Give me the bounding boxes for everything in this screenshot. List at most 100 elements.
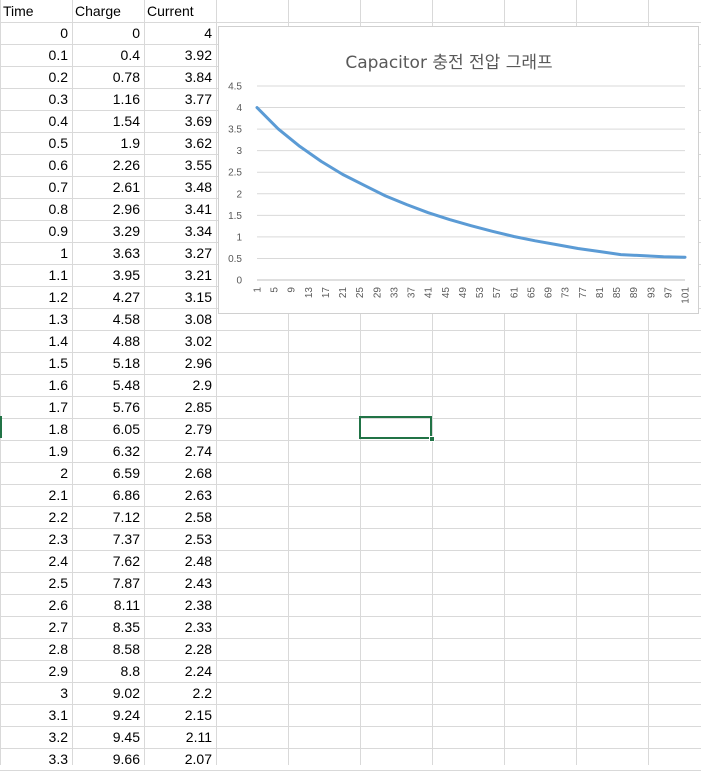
data-cell[interactable]: 6.05	[112, 421, 140, 437]
data-cell[interactable]: 2.79	[184, 421, 212, 437]
data-cell[interactable]: 2.43	[184, 575, 212, 591]
data-cell[interactable]: 1.7	[48, 399, 68, 415]
data-cell[interactable]: 2.5	[48, 575, 68, 591]
data-cell[interactable]: 3.02	[184, 333, 212, 349]
data-cell[interactable]: 1.4	[48, 333, 68, 349]
data-cell[interactable]: 4.58	[112, 311, 140, 327]
data-cell[interactable]: 0	[60, 25, 68, 41]
data-cell[interactable]: 2.9	[48, 663, 68, 679]
data-cell[interactable]: 0.1	[48, 47, 68, 63]
data-cell[interactable]: 3.41	[184, 201, 212, 217]
data-cell[interactable]: 3.84	[184, 69, 212, 85]
data-cell[interactable]: 7.87	[112, 575, 140, 591]
data-cell[interactable]: 0.2	[48, 69, 68, 85]
header-cell[interactable]: Time	[3, 3, 34, 19]
data-cell[interactable]: 1.8	[48, 421, 68, 437]
data-cell[interactable]: 2.58	[184, 509, 212, 525]
data-cell[interactable]: 2.38	[184, 597, 212, 613]
data-cell[interactable]: 3.27	[184, 245, 212, 261]
data-cell[interactable]: 3.3	[48, 751, 68, 767]
data-cell[interactable]: 3.2	[48, 729, 68, 745]
data-cell[interactable]: 5.76	[112, 399, 140, 415]
data-cell[interactable]: 8.35	[112, 619, 140, 635]
fill-handle[interactable]	[429, 436, 435, 442]
data-cell[interactable]: 3.95	[112, 267, 140, 283]
data-cell[interactable]: 2.33	[184, 619, 212, 635]
data-cell[interactable]: 2.68	[184, 465, 212, 481]
data-cell[interactable]: 2.15	[184, 707, 212, 723]
data-cell[interactable]: 2.07	[184, 751, 212, 767]
data-cell[interactable]: 2.48	[184, 553, 212, 569]
data-cell[interactable]: 2.96	[112, 201, 140, 217]
data-cell[interactable]: 2.26	[112, 157, 140, 173]
header-cell[interactable]: Charge	[75, 3, 121, 19]
data-cell[interactable]: 4	[204, 25, 212, 41]
data-cell[interactable]: 2.4	[48, 553, 68, 569]
data-cell[interactable]: 6.86	[112, 487, 140, 503]
data-cell[interactable]: 2.8	[48, 641, 68, 657]
data-cell[interactable]: 1.6	[48, 377, 68, 393]
data-cell[interactable]: 2.28	[184, 641, 212, 657]
data-cell[interactable]: 1	[60, 245, 68, 261]
data-cell[interactable]: 4.27	[112, 289, 140, 305]
data-cell[interactable]: 2	[60, 465, 68, 481]
data-cell[interactable]: 2.96	[184, 355, 212, 371]
data-cell[interactable]: 2.6	[48, 597, 68, 613]
data-cell[interactable]: 3.62	[184, 135, 212, 151]
data-cell[interactable]: 2.11	[185, 729, 212, 745]
data-cell[interactable]: 1.9	[48, 443, 68, 459]
data-cell[interactable]: 1.1	[48, 267, 68, 283]
data-cell[interactable]: 9.66	[112, 751, 140, 767]
data-cell[interactable]: 7.37	[112, 531, 140, 547]
data-cell[interactable]: 1.16	[112, 91, 140, 107]
data-cell[interactable]: 8.8	[120, 663, 140, 679]
data-cell[interactable]: 1.3	[48, 311, 68, 327]
data-cell[interactable]: 9.02	[112, 685, 140, 701]
data-cell[interactable]: 2.24	[184, 663, 212, 679]
selected-cell[interactable]	[359, 416, 432, 439]
data-cell[interactable]: 0	[132, 25, 140, 41]
series-line[interactable]	[255, 106, 687, 259]
data-cell[interactable]: 6.32	[112, 443, 140, 459]
data-cell[interactable]: 5.18	[112, 355, 140, 371]
data-cell[interactable]: 2.53	[184, 531, 212, 547]
data-cell[interactable]: 3.34	[184, 223, 212, 239]
data-cell[interactable]: 3.63	[112, 245, 140, 261]
data-cell[interactable]: 2.2	[48, 509, 68, 525]
data-cell[interactable]: 7.12	[112, 509, 140, 525]
data-cell[interactable]: 2.9	[192, 377, 212, 393]
data-cell[interactable]: 0.6	[48, 157, 68, 173]
chart[interactable]: Capacitor 충전 전압 그래프 0 0.5 1 1.5 2 2.5 3 3.5 4 4.5…	[218, 26, 699, 314]
data-cell[interactable]: 9.45	[112, 729, 140, 745]
data-cell[interactable]: 1.5	[48, 355, 68, 371]
data-cell[interactable]: 2.61	[112, 179, 140, 195]
data-cell[interactable]: 3.1	[48, 707, 68, 723]
data-cell[interactable]: 3.55	[184, 157, 212, 173]
data-cell[interactable]: 0.9	[48, 223, 68, 239]
data-cell[interactable]: 0.3	[48, 91, 68, 107]
data-cell[interactable]: 3.21	[184, 267, 212, 283]
data-cell[interactable]: 3.48	[184, 179, 212, 195]
data-cell[interactable]: 8.11	[113, 597, 140, 613]
data-cell[interactable]: 2.7	[48, 619, 68, 635]
data-cell[interactable]: 3.69	[184, 113, 212, 129]
data-cell[interactable]: 5.48	[112, 377, 140, 393]
data-cell[interactable]: 3.92	[184, 47, 212, 63]
header-cell[interactable]: Current	[147, 3, 194, 19]
data-cell[interactable]: 3.77	[184, 91, 212, 107]
data-cell[interactable]: 0.4	[48, 113, 68, 129]
data-cell[interactable]: 0.7	[48, 179, 68, 195]
data-cell[interactable]: 2.1	[48, 487, 68, 503]
data-cell[interactable]: 0.78	[112, 69, 140, 85]
data-cell[interactable]: 3	[60, 685, 68, 701]
data-cell[interactable]: 0.5	[48, 135, 68, 151]
data-cell[interactable]: 9.24	[112, 707, 140, 723]
data-cell[interactable]: 1.2	[48, 289, 68, 305]
data-cell[interactable]: 0.4	[120, 47, 140, 63]
data-cell[interactable]: 1.54	[112, 113, 140, 129]
data-cell[interactable]: 1.9	[120, 135, 140, 151]
data-cell[interactable]: 0.8	[48, 201, 68, 217]
data-cell[interactable]: 2.3	[48, 531, 68, 547]
data-cell[interactable]: 4.88	[112, 333, 140, 349]
data-cell[interactable]: 3.15	[184, 289, 212, 305]
